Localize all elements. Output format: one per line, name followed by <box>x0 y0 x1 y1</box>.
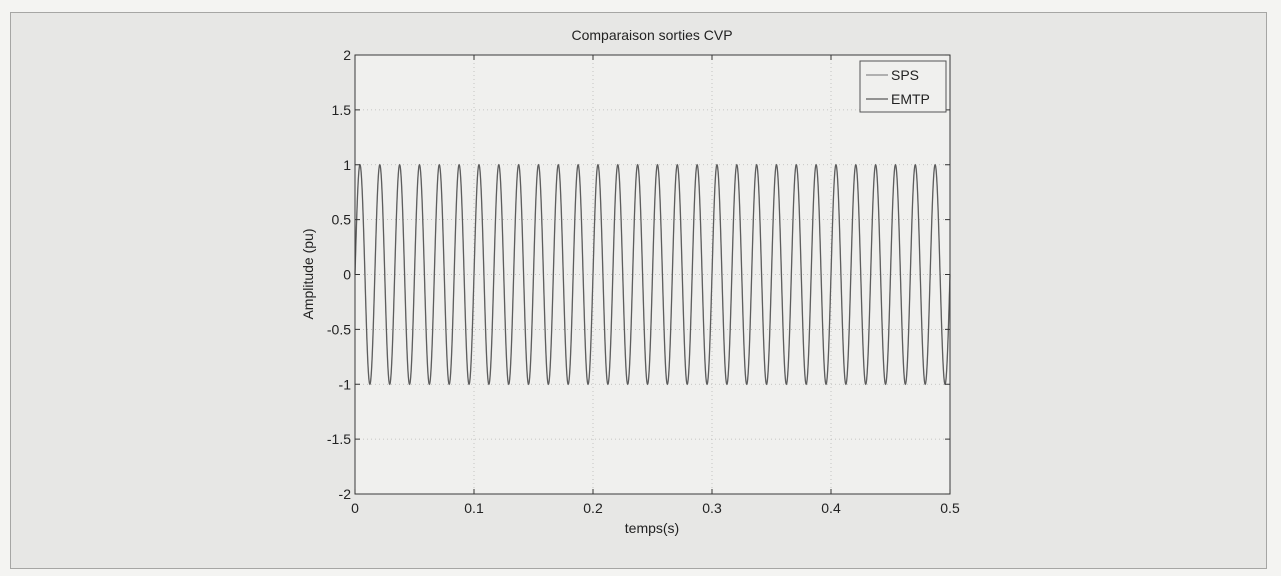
x-tick-label: 0 <box>351 500 359 516</box>
legend: SPS EMTP <box>859 60 947 113</box>
y-tick-label: -2 <box>339 486 352 502</box>
series-line-emtp <box>354 163 951 386</box>
x-tick-label: 0.1 <box>464 500 484 516</box>
y-tick-label: -1.5 <box>327 431 351 447</box>
y-tick-label: 1.5 <box>332 102 352 118</box>
y-tick-label: -0.5 <box>327 321 351 337</box>
y-axis-label: Amplitude (pu) <box>300 228 316 319</box>
x-tick-label: 0.5 <box>940 500 960 516</box>
y-tick-label: 0 <box>343 267 351 283</box>
x-tick-label: 0.3 <box>702 500 722 516</box>
x-tick-label: 0.4 <box>821 500 841 516</box>
y-tick-label: 0.5 <box>332 212 352 228</box>
y-tick-label: 2 <box>343 47 351 63</box>
y-tick-label: 1 <box>343 157 351 173</box>
ticks: 0 0.1 0.2 0.3 0.4 0.5 -2 -1.5 -1 -0.5 0 0.5 1 1.5 2 <box>327 47 960 516</box>
chart-title: Comparaison sorties CVP <box>571 27 732 43</box>
x-tick-label: 0.2 <box>583 500 603 516</box>
x-axis-label: temps(s) <box>625 520 679 536</box>
legend-label-emtp: EMTP <box>891 91 930 107</box>
series-layer <box>354 163 951 386</box>
legend-label-sps: SPS <box>891 67 919 83</box>
y-tick-label: -1 <box>339 376 352 392</box>
legend-box <box>859 60 947 113</box>
